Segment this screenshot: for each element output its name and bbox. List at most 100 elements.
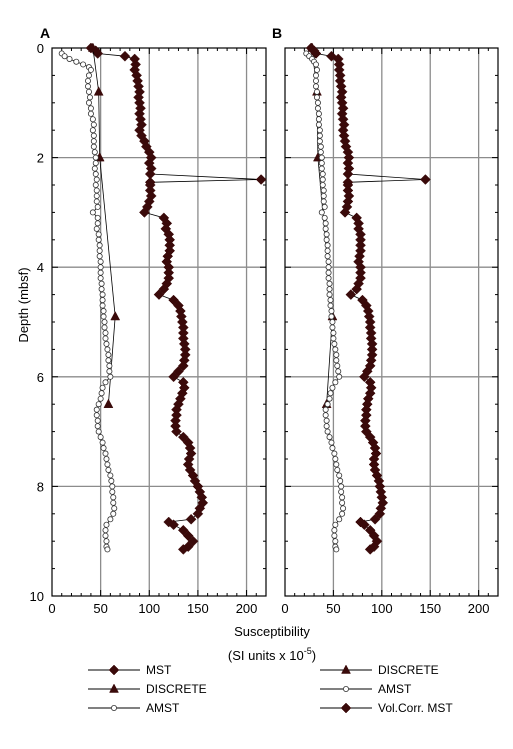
data-point xyxy=(102,329,109,336)
data-point xyxy=(92,154,99,161)
data-point xyxy=(312,83,319,90)
data-point xyxy=(325,269,332,276)
x-tick-label: 100 xyxy=(371,601,393,616)
data-point xyxy=(319,181,326,188)
legend-marker-triangle xyxy=(341,664,351,674)
data-point xyxy=(316,127,323,134)
data-point xyxy=(92,160,99,167)
data-point xyxy=(323,423,330,430)
series-mst xyxy=(85,42,267,555)
data-point xyxy=(93,192,100,199)
data-point xyxy=(322,220,329,227)
data-point xyxy=(93,176,100,183)
data-point xyxy=(323,231,330,238)
y-tick-label: 4 xyxy=(37,260,44,275)
data-point xyxy=(105,357,112,364)
data-point xyxy=(96,253,103,260)
data-point xyxy=(329,318,336,325)
data-point xyxy=(336,516,343,523)
data-point xyxy=(331,450,338,457)
data-point xyxy=(255,174,267,185)
data-point xyxy=(90,143,97,150)
data-point xyxy=(328,308,335,315)
panel-label: B xyxy=(272,25,282,41)
data-point xyxy=(316,138,323,145)
data-point xyxy=(91,149,98,156)
data-point xyxy=(80,61,87,68)
data-point xyxy=(100,445,107,452)
data-point xyxy=(420,174,431,185)
data-point xyxy=(326,286,333,293)
data-point xyxy=(95,231,102,238)
data-point xyxy=(337,477,344,484)
data-point xyxy=(329,445,336,452)
data-point xyxy=(96,242,103,249)
data-point xyxy=(345,289,357,300)
x-axis-label-exponent: -5 xyxy=(304,646,312,656)
data-point xyxy=(364,544,376,555)
y-axis-label: Depth (mbsf) xyxy=(16,267,31,342)
data-point xyxy=(94,417,101,424)
data-point xyxy=(320,198,327,205)
data-point xyxy=(317,143,324,150)
data-point xyxy=(97,269,104,276)
data-point xyxy=(107,373,114,380)
data-point xyxy=(89,116,96,123)
data-point xyxy=(312,77,319,84)
x-tick-label: 200 xyxy=(468,601,490,616)
data-point xyxy=(318,154,325,161)
legend-marker-diamond xyxy=(340,702,352,714)
data-point xyxy=(95,401,102,408)
data-point xyxy=(325,275,332,282)
data-point xyxy=(335,368,342,375)
data-point xyxy=(333,546,340,553)
data-point xyxy=(103,340,110,347)
data-point xyxy=(329,324,336,331)
data-point xyxy=(104,346,111,353)
data-point xyxy=(103,521,110,528)
data-point xyxy=(97,395,104,402)
data-point xyxy=(102,527,109,534)
data-point xyxy=(340,505,347,512)
data-point xyxy=(90,138,97,145)
x-tick-label: 150 xyxy=(187,601,209,616)
data-point xyxy=(89,209,96,216)
x-axis-label-close: ) xyxy=(312,648,316,663)
data-point xyxy=(94,214,101,221)
data-point xyxy=(359,519,370,531)
x-tick-label: 50 xyxy=(93,601,107,616)
series-amst xyxy=(303,50,347,553)
data-point xyxy=(338,488,345,495)
data-point xyxy=(102,450,109,457)
data-point xyxy=(93,198,100,205)
legend-marker-circle xyxy=(111,705,118,712)
data-point xyxy=(168,519,179,531)
data-point xyxy=(105,466,112,473)
data-point xyxy=(320,192,327,199)
y-tick-label: 8 xyxy=(37,479,44,494)
data-point xyxy=(326,280,333,287)
data-point xyxy=(93,187,100,194)
data-point xyxy=(326,291,333,298)
data-point xyxy=(92,171,99,178)
data-point xyxy=(334,466,341,473)
data-point xyxy=(313,88,320,95)
data-point xyxy=(102,379,109,386)
data-point xyxy=(171,426,182,437)
data-point xyxy=(96,247,103,254)
panel-b: 0 50 100 150 200 B xyxy=(272,25,499,616)
data-point xyxy=(332,379,339,386)
data-point xyxy=(319,176,326,183)
data-point xyxy=(111,505,118,512)
data-point xyxy=(330,329,337,336)
data-point xyxy=(93,225,100,232)
legend-marker-circle xyxy=(342,686,349,693)
data-point xyxy=(324,247,331,254)
data-point xyxy=(84,83,91,90)
series-vol-corr-mst xyxy=(305,42,431,555)
data-point xyxy=(97,434,104,441)
data-point xyxy=(320,187,327,194)
legend-marker-diamond xyxy=(108,664,120,676)
data-point xyxy=(329,384,336,391)
data-point xyxy=(106,368,113,375)
